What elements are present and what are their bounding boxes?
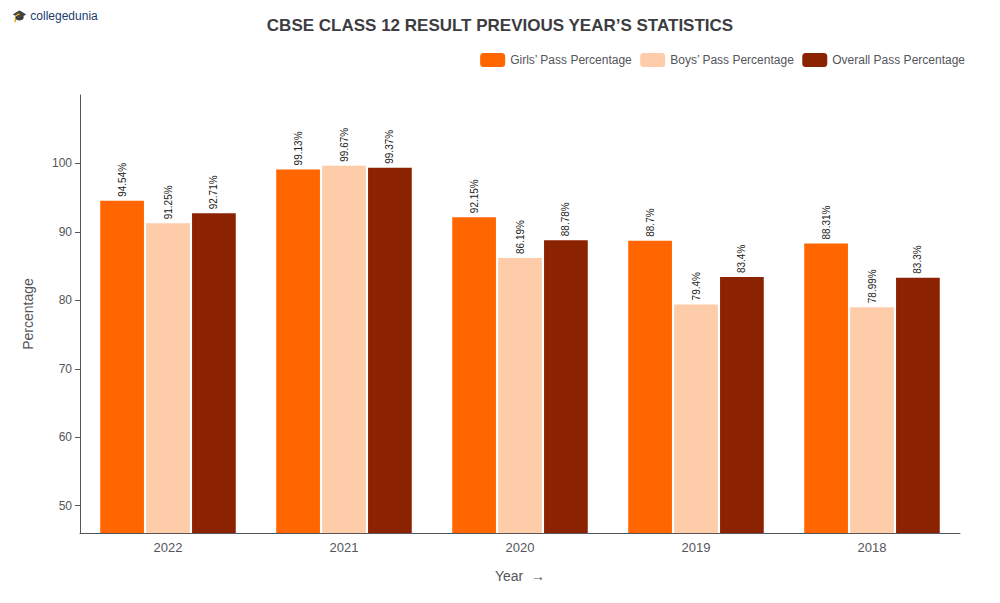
svg-text:94.54%: 94.54% — [117, 163, 128, 197]
svg-text:99.37%: 99.37% — [384, 130, 395, 164]
svg-text:79.4%: 79.4% — [691, 272, 702, 300]
svg-text:88.7%: 88.7% — [645, 208, 656, 236]
svg-text:83.3%: 83.3% — [912, 245, 923, 273]
svg-text:2021: 2021 — [330, 540, 359, 555]
svg-text:99.13%: 99.13% — [293, 131, 304, 165]
svg-text:88.78%: 88.78% — [560, 202, 571, 236]
svg-text:Year →: Year → — [495, 568, 545, 584]
svg-text:70: 70 — [59, 362, 73, 376]
svg-text:90: 90 — [59, 225, 73, 239]
svg-text:Percentage: Percentage — [20, 278, 36, 350]
svg-text:50: 50 — [59, 499, 73, 513]
svg-text:🎓 collegedunia: 🎓 collegedunia — [12, 9, 98, 23]
svg-text:2022: 2022 — [154, 540, 183, 555]
svg-text:100: 100 — [52, 156, 72, 170]
svg-text:86.19%: 86.19% — [515, 220, 526, 254]
svg-text:2020: 2020 — [506, 540, 535, 555]
svg-text:80: 80 — [59, 293, 73, 307]
svg-text:99.67%: 99.67% — [339, 128, 350, 162]
svg-text:CBSE CLASS 12 RESULT PREVIOUS: CBSE CLASS 12 RESULT PREVIOUS YEAR’S STA… — [267, 16, 733, 35]
svg-text:92.15%: 92.15% — [469, 179, 480, 213]
svg-text:91.25%: 91.25% — [163, 185, 174, 219]
svg-text:2019: 2019 — [682, 540, 711, 555]
svg-text:78.99%: 78.99% — [867, 269, 878, 303]
svg-text:60: 60 — [59, 430, 73, 444]
svg-text:Girls’ Pass Percentage: Girls’ Pass Percentage — [510, 53, 632, 67]
svg-text:Overall Pass Percentage: Overall Pass Percentage — [832, 53, 965, 67]
svg-text:83.4%: 83.4% — [736, 245, 747, 273]
svg-text:Boys’ Pass Percentage: Boys’ Pass Percentage — [670, 53, 794, 67]
svg-text:2018: 2018 — [858, 540, 887, 555]
svg-text:88.31%: 88.31% — [821, 205, 832, 239]
svg-text:92.71%: 92.71% — [208, 175, 219, 209]
